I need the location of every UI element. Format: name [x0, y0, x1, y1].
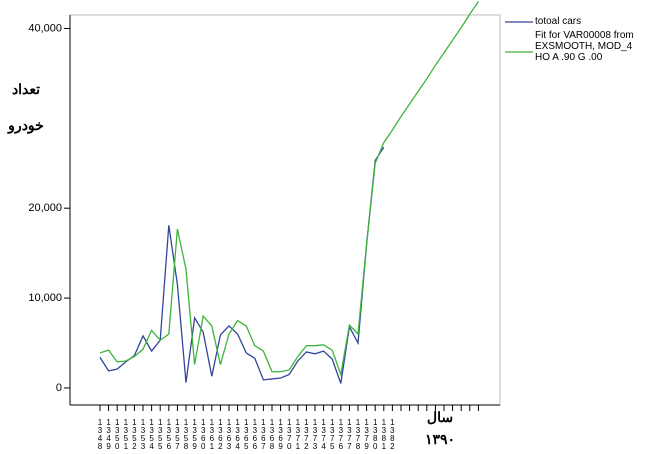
y-tick-label: 0 — [56, 382, 62, 394]
x-tick-label: 1377 — [345, 418, 354, 450]
x-tick-label: 1360 — [199, 418, 208, 450]
x-tick-label: 1362 — [216, 418, 225, 450]
x-tick-label: 1359 — [190, 418, 199, 450]
x-tick-label: 1379 — [362, 418, 371, 450]
x-tick-label: 1380 — [371, 418, 380, 450]
x-tick-label: 1378 — [354, 418, 363, 450]
series-line — [99, 146, 385, 384]
legend-entry: Fit for VAR00008 from EXSMOOTH, MOD_4 HO… — [535, 30, 634, 63]
x-tick-label: 1356 — [164, 418, 173, 450]
y-tick-label: 20,000 — [28, 202, 62, 214]
plot-frame — [69, 14, 501, 406]
x-axis-label: ۱۳۹۰ — [425, 432, 455, 448]
x-tick-label: 1368 — [268, 418, 277, 450]
y-tick-label: 10,000 — [28, 292, 62, 304]
y-tick-label: 40,000 — [28, 22, 62, 34]
x-tick-label: 1361 — [207, 418, 216, 450]
x-tick-label: 1348 — [96, 418, 105, 450]
x-tick-label: 1381 — [379, 418, 388, 450]
legend-label: totoal cars — [535, 16, 582, 27]
x-tick-label: 1375 — [328, 418, 337, 450]
x-tick-label: 1357 — [173, 418, 182, 450]
x-tick-label: 1374 — [319, 418, 328, 450]
x-tick-label: 1367 — [259, 418, 268, 450]
x-tick-label: 1376 — [336, 418, 345, 450]
x-tick-label: 1366 — [250, 418, 259, 450]
x-tick-label: 1350 — [113, 418, 122, 450]
y-axis-label: خودرو — [7, 118, 44, 134]
legend-entry: totoal cars — [535, 16, 582, 27]
legend-label: Fit for VAR00008 from EXSMOOTH, MOD_4 HO… — [535, 30, 634, 63]
x-tick-label: 1370 — [285, 418, 294, 450]
x-tick-label: 1358 — [182, 418, 191, 450]
x-tick-label: 1363 — [225, 418, 234, 450]
x-tick-label: 1352 — [130, 418, 139, 450]
x-tick-label: 1353 — [139, 418, 148, 450]
x-axis-label: سال — [427, 410, 453, 426]
y-axis-label: تعداد — [12, 82, 40, 98]
x-tick-label: 1349 — [104, 418, 113, 450]
x-tick-label: 1355 — [156, 418, 165, 450]
x-tick-label: 1373 — [311, 418, 320, 450]
x-tick-label: 1372 — [302, 418, 311, 450]
x-tick-label: 1371 — [293, 418, 302, 450]
x-tick-label: 1382 — [388, 418, 397, 450]
x-tick-label: 1369 — [276, 418, 285, 450]
x-tick-label: 1351 — [121, 418, 130, 450]
series-line — [99, 1, 479, 378]
x-tick-label: 1365 — [242, 418, 251, 450]
x-tick-label: 1354 — [147, 418, 156, 450]
x-tick-label: 1364 — [233, 418, 242, 450]
